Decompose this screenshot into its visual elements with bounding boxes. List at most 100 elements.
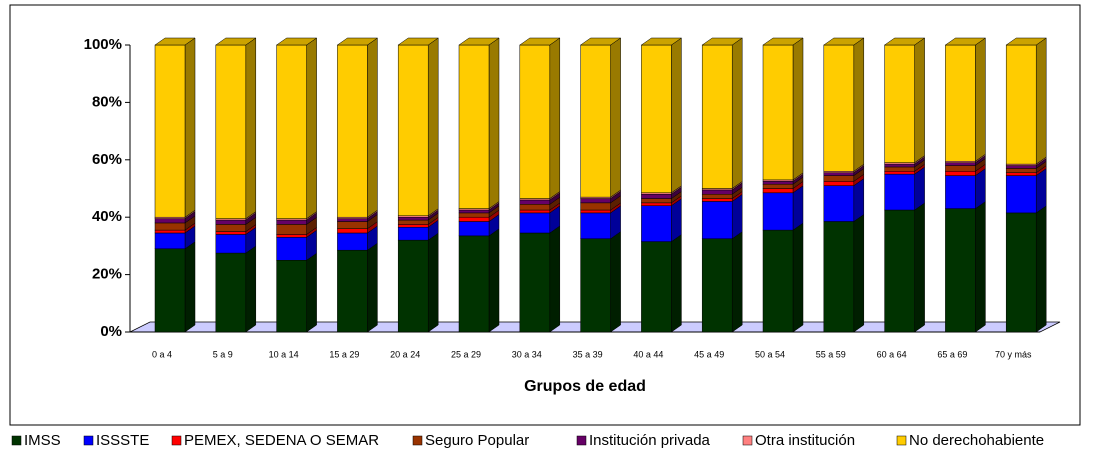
bar-face	[641, 205, 672, 242]
bar-face	[215, 44, 247, 219]
x-tick-label: 30 a 34	[512, 349, 542, 359]
bar-face	[580, 209, 611, 214]
bar-segment	[762, 37, 804, 181]
bar-face	[397, 37, 439, 46]
bar-face	[641, 202, 672, 206]
bar-face	[276, 219, 307, 225]
bar-face	[762, 183, 794, 189]
bar-segment	[337, 225, 378, 251]
bar-face	[884, 171, 915, 175]
bar-face	[337, 218, 368, 222]
bar-face	[853, 178, 865, 222]
legend-swatch	[742, 435, 753, 446]
bar-face	[945, 175, 976, 209]
bar-segment	[945, 168, 986, 210]
bar-face	[884, 166, 915, 172]
bar-face	[945, 208, 976, 333]
bar-segment	[458, 37, 500, 210]
bar-face	[731, 193, 743, 240]
bar-segment	[944, 37, 987, 162]
bar-face	[215, 252, 247, 333]
bar-face	[337, 249, 368, 333]
legend-swatch	[896, 435, 907, 446]
bar-face	[580, 202, 611, 211]
bar-face	[975, 37, 986, 162]
x-tick-label: 45 a 49	[694, 349, 724, 359]
bar-face	[640, 37, 683, 46]
bar-face	[549, 225, 561, 333]
bar-segment	[823, 214, 865, 333]
bar-face	[671, 234, 682, 333]
bar-face	[154, 44, 186, 218]
bar-face	[337, 228, 368, 234]
bar-face	[549, 37, 561, 200]
bar-segment	[458, 201, 500, 211]
bar-face	[154, 232, 186, 250]
bar-segment	[215, 226, 257, 254]
bar-face	[671, 198, 682, 243]
bar-face	[823, 44, 855, 172]
bar-face	[397, 239, 429, 333]
bar-segment	[701, 231, 743, 333]
legend-swatch	[11, 435, 22, 446]
x-axis-label: Grupos de edad	[524, 378, 646, 395]
bar-face	[823, 172, 855, 176]
bar-segment	[1005, 168, 1047, 214]
bar-face	[792, 222, 804, 333]
bar-segment	[579, 37, 622, 198]
bar-face	[914, 37, 925, 164]
bar-face	[884, 173, 915, 211]
bar-face	[975, 201, 986, 333]
bar-segment	[215, 37, 257, 220]
y-tick-label: 20%	[92, 266, 122, 283]
bar-face	[701, 201, 733, 239]
bar-face	[458, 209, 490, 214]
bar-face	[762, 181, 794, 185]
bar-face	[488, 228, 500, 333]
legend-label: No derechohabiente	[909, 432, 1044, 449]
bar-segment	[1005, 37, 1047, 165]
x-tick-label: 25 a 29	[451, 349, 481, 359]
bar-face	[519, 204, 551, 211]
bar-face	[1005, 165, 1037, 169]
bar-face	[580, 212, 611, 239]
bar-face	[944, 37, 987, 46]
bar-face	[762, 192, 794, 231]
bar-face	[823, 185, 855, 222]
bar-face	[731, 231, 743, 333]
bar-segment	[397, 37, 439, 217]
legend-label: Seguro Popular	[425, 432, 529, 449]
bar-face	[184, 37, 196, 218]
bar-face	[641, 241, 672, 333]
bar-face	[580, 44, 611, 198]
bar-face	[1005, 168, 1037, 173]
bar-face	[579, 37, 622, 46]
x-tick-label: 20 a 24	[390, 349, 420, 359]
x-tick-label: 55 a 59	[816, 349, 846, 359]
bar-face	[610, 37, 621, 198]
bar-segment	[823, 178, 865, 222]
legend-swatch	[171, 435, 182, 446]
bar-face	[701, 189, 733, 195]
bar-segment	[519, 37, 561, 200]
bar-segment	[519, 225, 561, 333]
x-tick-label: 0 a 4	[152, 349, 172, 359]
bar-face	[488, 37, 500, 210]
bar-segment	[883, 37, 926, 164]
bar-face	[397, 44, 429, 217]
x-tick-label: 5 a 9	[213, 349, 233, 359]
bar-face	[945, 165, 976, 172]
legend-label: PEMEX, SEDENA O SEMAR	[184, 432, 379, 449]
bar-segment	[1005, 205, 1047, 333]
bar-segment	[701, 37, 743, 189]
bar-face	[945, 44, 976, 162]
x-tick-label: 65 a 69	[937, 349, 967, 359]
bar-segment	[215, 245, 257, 333]
bar-face	[701, 193, 733, 199]
bar-face	[853, 37, 865, 172]
bar-face	[701, 238, 733, 333]
bar-face	[823, 175, 855, 182]
bar-face	[1005, 212, 1037, 333]
bar-face	[367, 242, 378, 333]
